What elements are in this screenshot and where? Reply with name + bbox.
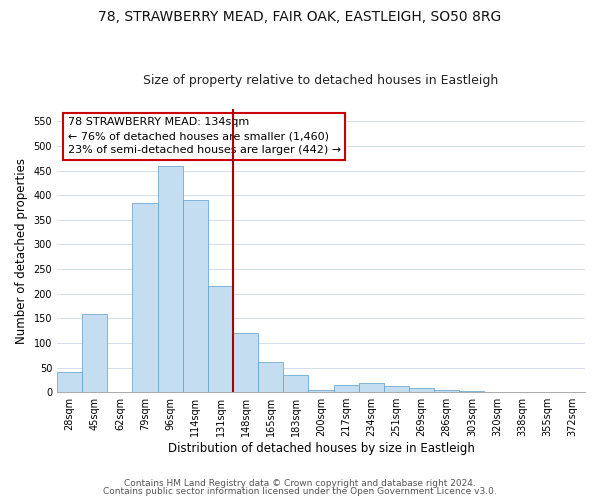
Bar bbox=[158, 166, 183, 392]
Bar bbox=[334, 385, 359, 392]
Bar bbox=[258, 362, 283, 392]
Bar bbox=[359, 384, 384, 392]
Text: Contains public sector information licensed under the Open Government Licence v3: Contains public sector information licen… bbox=[103, 487, 497, 496]
Bar bbox=[57, 372, 82, 392]
Text: 78, STRAWBERRY MEAD, FAIR OAK, EASTLEIGH, SO50 8RG: 78, STRAWBERRY MEAD, FAIR OAK, EASTLEIGH… bbox=[98, 10, 502, 24]
Y-axis label: Number of detached properties: Number of detached properties bbox=[15, 158, 28, 344]
Bar bbox=[208, 286, 233, 392]
Bar bbox=[434, 390, 459, 392]
Bar bbox=[459, 391, 484, 392]
Bar bbox=[82, 314, 107, 392]
Text: 78 STRAWBERRY MEAD: 134sqm
← 76% of detached houses are smaller (1,460)
23% of s: 78 STRAWBERRY MEAD: 134sqm ← 76% of deta… bbox=[68, 118, 341, 156]
Bar bbox=[233, 333, 258, 392]
Text: Contains HM Land Registry data © Crown copyright and database right 2024.: Contains HM Land Registry data © Crown c… bbox=[124, 478, 476, 488]
X-axis label: Distribution of detached houses by size in Eastleigh: Distribution of detached houses by size … bbox=[167, 442, 475, 455]
Bar bbox=[133, 202, 158, 392]
Bar bbox=[283, 375, 308, 392]
Bar bbox=[308, 390, 334, 392]
Bar bbox=[409, 388, 434, 392]
Bar bbox=[384, 386, 409, 392]
Title: Size of property relative to detached houses in Eastleigh: Size of property relative to detached ho… bbox=[143, 74, 499, 87]
Bar bbox=[183, 200, 208, 392]
